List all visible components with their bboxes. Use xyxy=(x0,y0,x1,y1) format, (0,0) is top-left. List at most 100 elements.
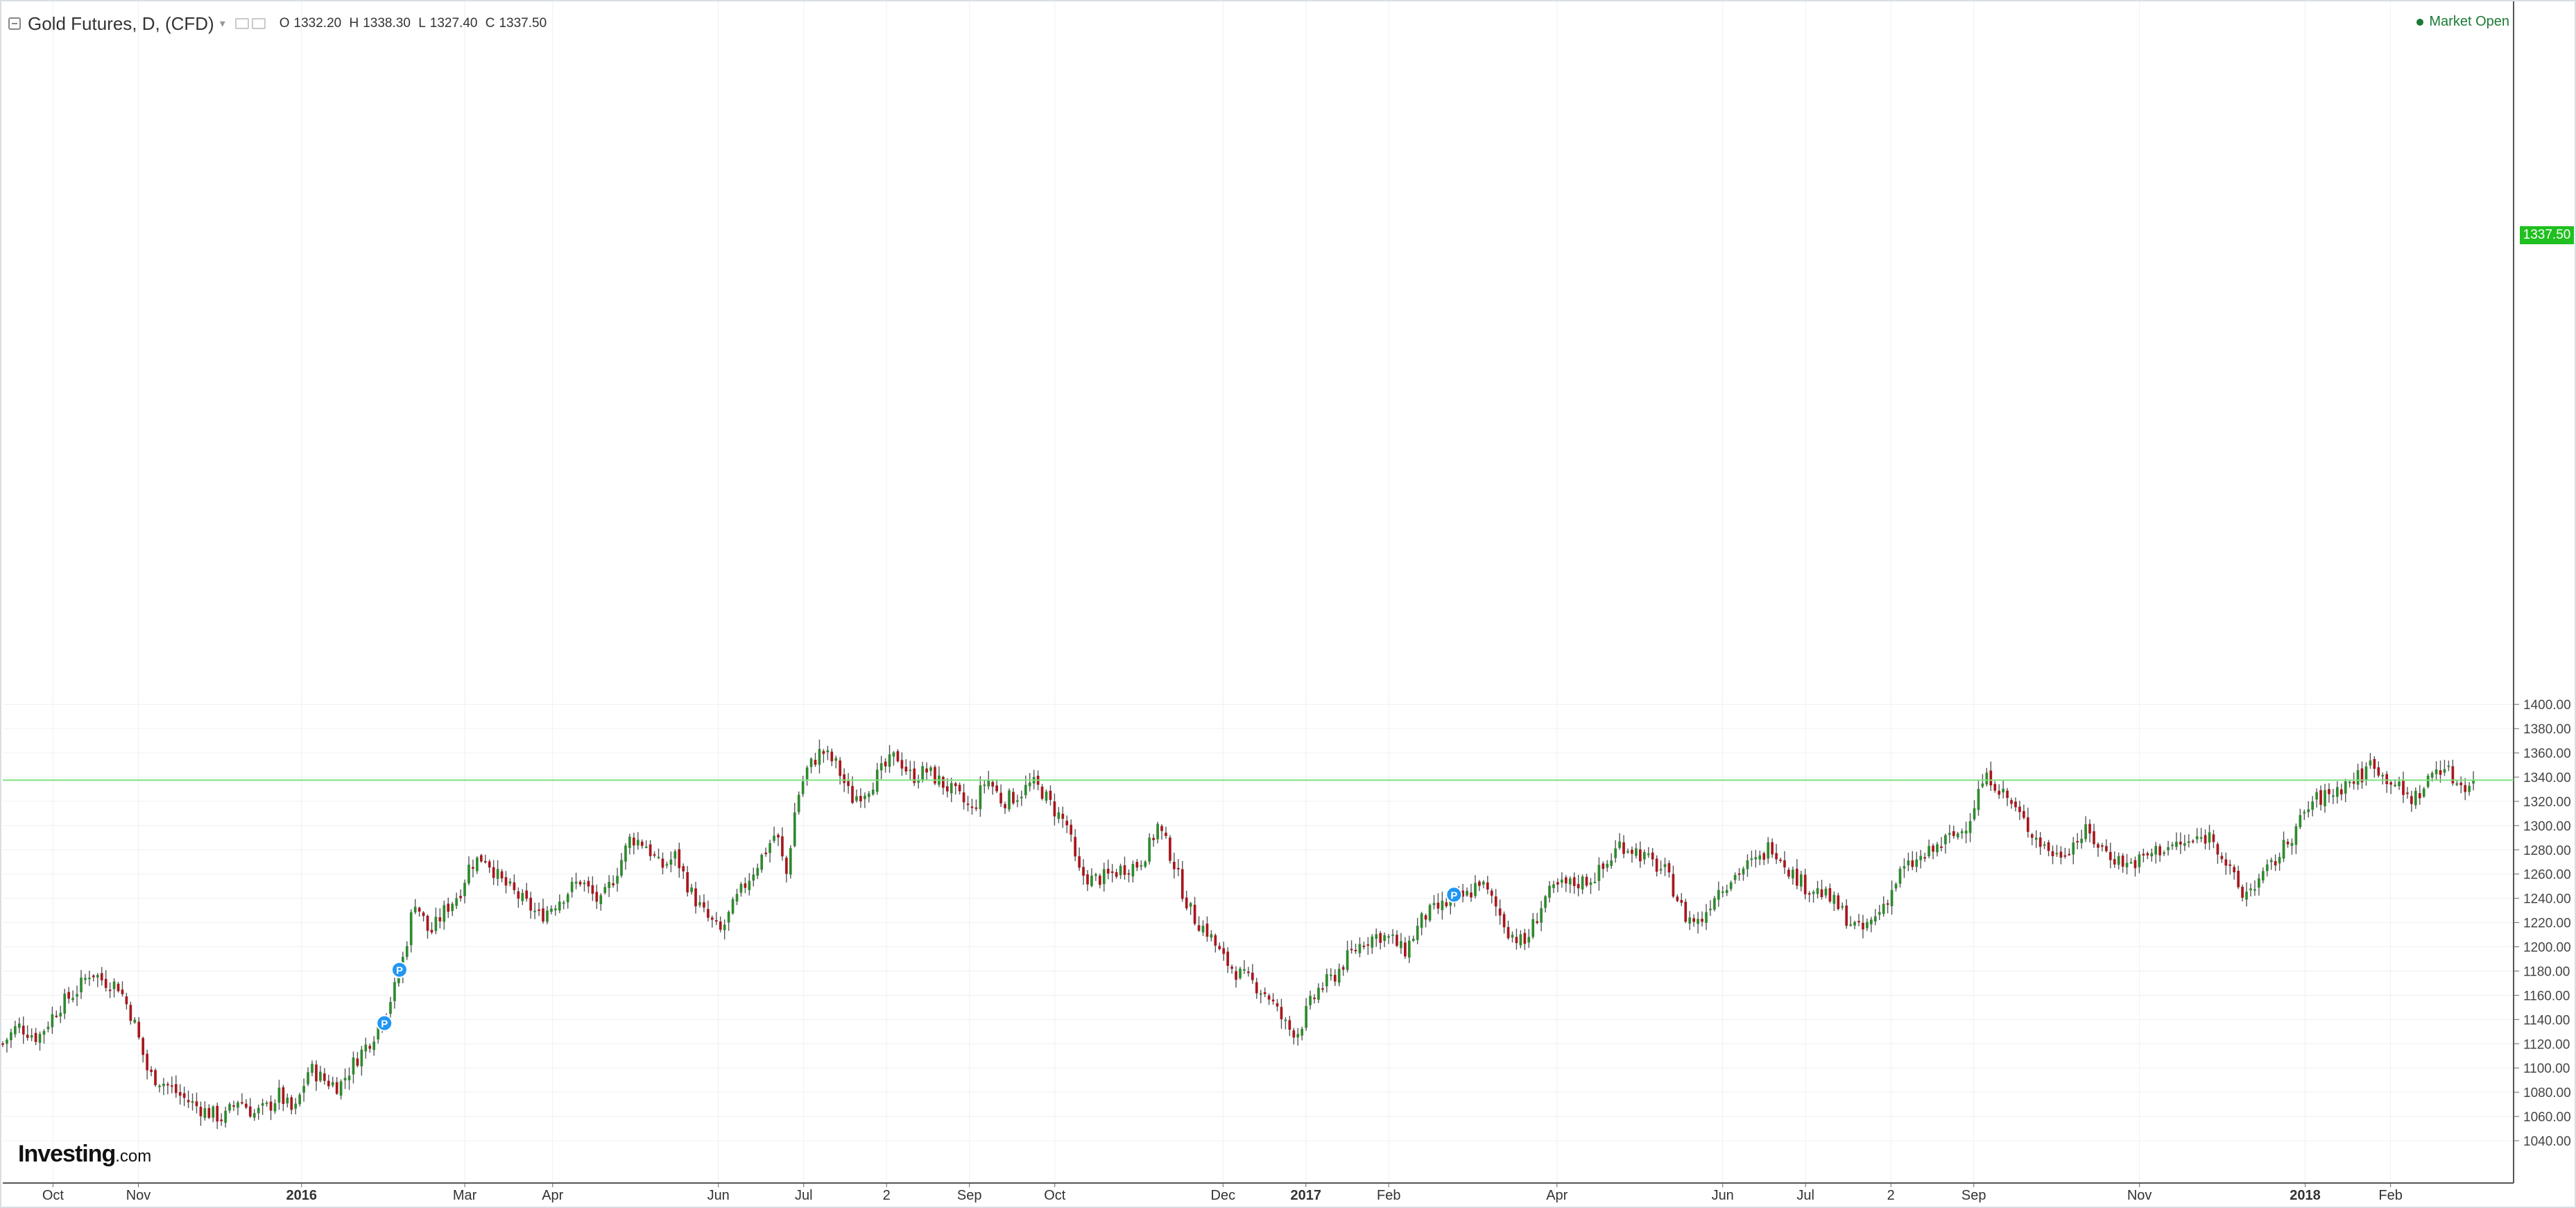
candle-up xyxy=(2129,862,2133,864)
candle-down xyxy=(100,973,103,980)
compare-icon[interactable] xyxy=(251,18,266,29)
candle-up xyxy=(1428,905,1432,921)
event-marker-label: P xyxy=(1450,890,1457,901)
low-label: L xyxy=(418,16,426,31)
candle-down xyxy=(154,1070,157,1085)
candle-down xyxy=(970,806,974,808)
candle-up xyxy=(1956,833,1959,837)
candle-up xyxy=(1416,926,1419,940)
open-value: 1332.20 xyxy=(293,16,342,31)
candle-down xyxy=(578,881,582,885)
candle-up xyxy=(628,836,631,849)
candle-up xyxy=(1548,885,1551,898)
candle-up xyxy=(797,794,800,813)
candle-up xyxy=(1964,831,1968,834)
candle-up xyxy=(1243,969,1246,971)
candle-down xyxy=(954,783,957,786)
candle-up xyxy=(2447,765,2450,767)
candle-up xyxy=(2199,837,2203,839)
candle-up xyxy=(1733,874,1737,881)
candle-up xyxy=(2381,774,2385,776)
candle-down xyxy=(1684,901,1688,922)
candle-up xyxy=(1140,865,1143,867)
candle-down xyxy=(129,1005,132,1021)
candle-up xyxy=(307,1072,309,1084)
candle-down xyxy=(2216,844,2219,855)
candle-down xyxy=(1771,842,1774,855)
candle-down xyxy=(1470,892,1472,898)
candle-up xyxy=(1527,937,1531,943)
investing-logo[interactable]: Investing.com xyxy=(18,1141,151,1168)
candle-up xyxy=(1614,848,1617,858)
candle-down xyxy=(2385,774,2389,785)
candle-up xyxy=(133,1019,137,1023)
y-tick-label: 1180.00 xyxy=(2523,964,2570,979)
candle-down xyxy=(525,890,529,899)
candle-down xyxy=(839,760,842,776)
settings-icon[interactable] xyxy=(234,18,249,29)
candle-up xyxy=(294,1103,298,1109)
candle-up xyxy=(1024,785,1027,796)
candle-up xyxy=(59,1012,62,1016)
market-status-text: Market Open xyxy=(2429,14,2509,29)
candle-down xyxy=(1230,967,1233,969)
event-marker xyxy=(390,961,408,978)
candle-up xyxy=(834,758,838,761)
candle-up xyxy=(38,1034,42,1043)
candle-down xyxy=(1280,1007,1283,1019)
candle-down xyxy=(966,803,970,806)
candle-down xyxy=(282,1087,285,1105)
candle-down xyxy=(1667,863,1671,873)
candle-up xyxy=(1853,921,1856,926)
candle-up xyxy=(2369,760,2372,766)
candle-down xyxy=(884,761,887,767)
candle-up xyxy=(2249,888,2252,891)
candle-up xyxy=(1915,859,1918,867)
candle-down xyxy=(1808,893,1811,895)
candle-down xyxy=(1680,900,1683,903)
candle-up xyxy=(1717,890,1720,900)
candle-up xyxy=(2414,790,2417,806)
candle-up xyxy=(2002,788,2004,793)
candle-down xyxy=(1074,837,1076,857)
candle-down xyxy=(1424,915,1427,920)
candle-down xyxy=(1787,869,1790,877)
candle-up xyxy=(739,884,743,893)
candle-down xyxy=(1313,997,1316,999)
candle-down xyxy=(1396,935,1398,946)
collapse-icon[interactable] xyxy=(8,17,21,30)
candle-up xyxy=(302,1086,305,1093)
candle-down xyxy=(1012,792,1015,803)
candle-down xyxy=(323,1073,326,1081)
candle-down xyxy=(2014,801,2017,808)
y-tick-label: 1120.00 xyxy=(2523,1037,2570,1052)
candle-up xyxy=(2398,781,2401,787)
low-value: 1327.40 xyxy=(429,16,478,31)
candle-down xyxy=(2274,861,2277,866)
candle-up xyxy=(112,981,116,989)
candle-down xyxy=(1639,849,1642,862)
candle-down xyxy=(2224,859,2228,866)
candle-down xyxy=(438,917,442,921)
candle-up xyxy=(620,860,623,876)
candle-up xyxy=(1568,878,1572,885)
candle-down xyxy=(2241,887,2244,898)
candle-down xyxy=(2389,782,2392,785)
y-tick-label: 1280.00 xyxy=(2523,844,2571,858)
candle-up xyxy=(570,881,574,892)
candle-up xyxy=(2303,812,2306,814)
candle-up xyxy=(286,1097,289,1104)
candle-up xyxy=(879,763,883,771)
candle-up xyxy=(1544,896,1547,908)
candle-down xyxy=(2047,842,2050,851)
chart-title[interactable]: Gold Futures, D, (CFD) xyxy=(28,12,214,34)
candle-up xyxy=(2332,795,2335,797)
candle-down xyxy=(1631,849,1633,854)
candle-down xyxy=(315,1064,318,1082)
chevron-down-icon[interactable]: ▾ xyxy=(219,18,225,30)
candle-up xyxy=(1016,800,1019,802)
candle-up xyxy=(2195,836,2199,840)
candle-up xyxy=(2315,792,2318,800)
